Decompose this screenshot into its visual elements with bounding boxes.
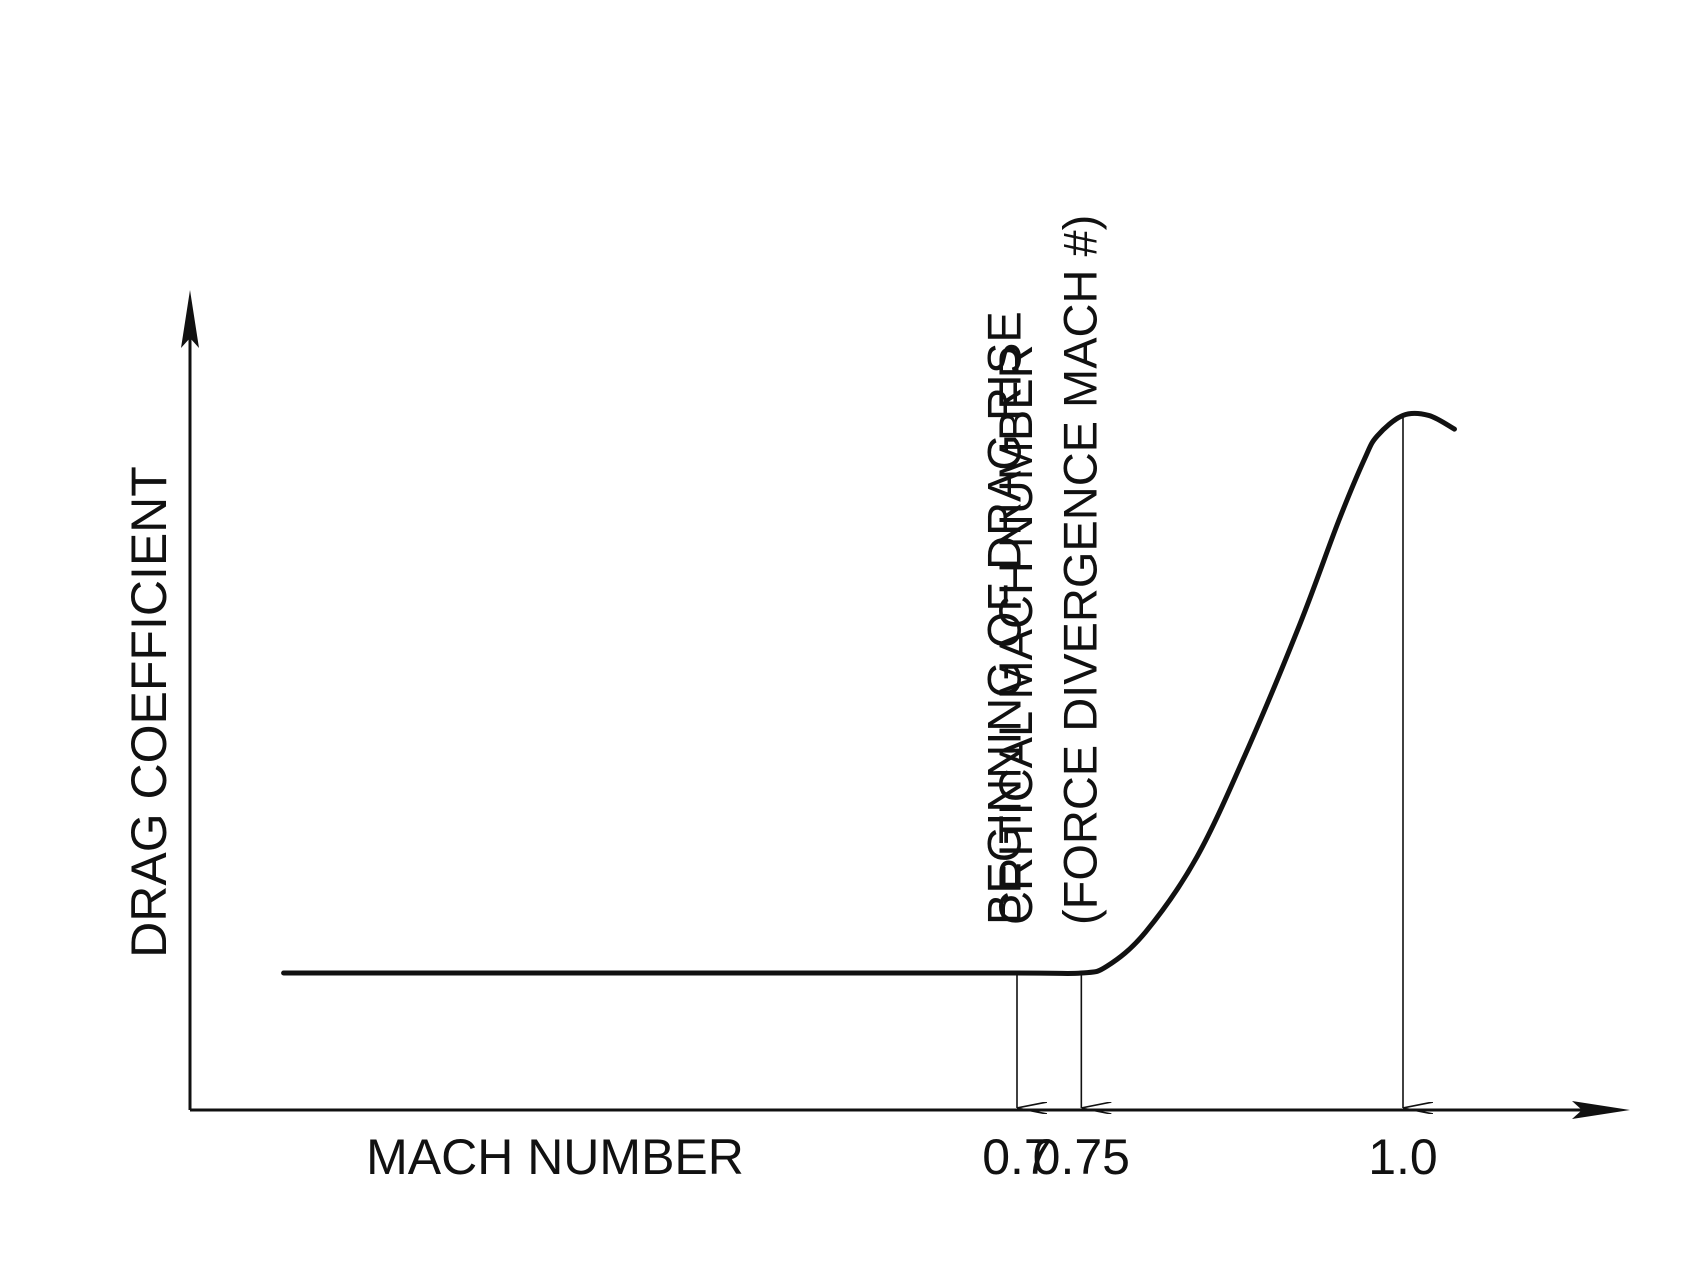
annotation-label: BEGINNING OF DRAG RISE [977, 311, 1030, 925]
x-tick-label: 1.0 [1368, 1129, 1438, 1185]
x-tick-labels: 0.70.75 1.0 [982, 1129, 1438, 1185]
x-axis-title: MACH NUMBER [366, 1129, 744, 1185]
y-axis-title: DRAG COEFFICIENT [121, 466, 177, 958]
x-axis-arrowhead [1572, 1101, 1630, 1119]
x-tick-label: 0.75 [1033, 1129, 1130, 1185]
series-group [281, 410, 1457, 977]
x-tick-label: 0.7 [982, 1129, 1052, 1185]
axes [181, 290, 1630, 1119]
drag-coefficient-curve [281, 410, 1457, 977]
y-axis-arrowhead [181, 290, 199, 348]
annotation-label: (FORCE DIVERGENCE MACH #) [1053, 215, 1106, 925]
annotation-label: CRITICAL MACH NUMBER [989, 344, 1042, 925]
